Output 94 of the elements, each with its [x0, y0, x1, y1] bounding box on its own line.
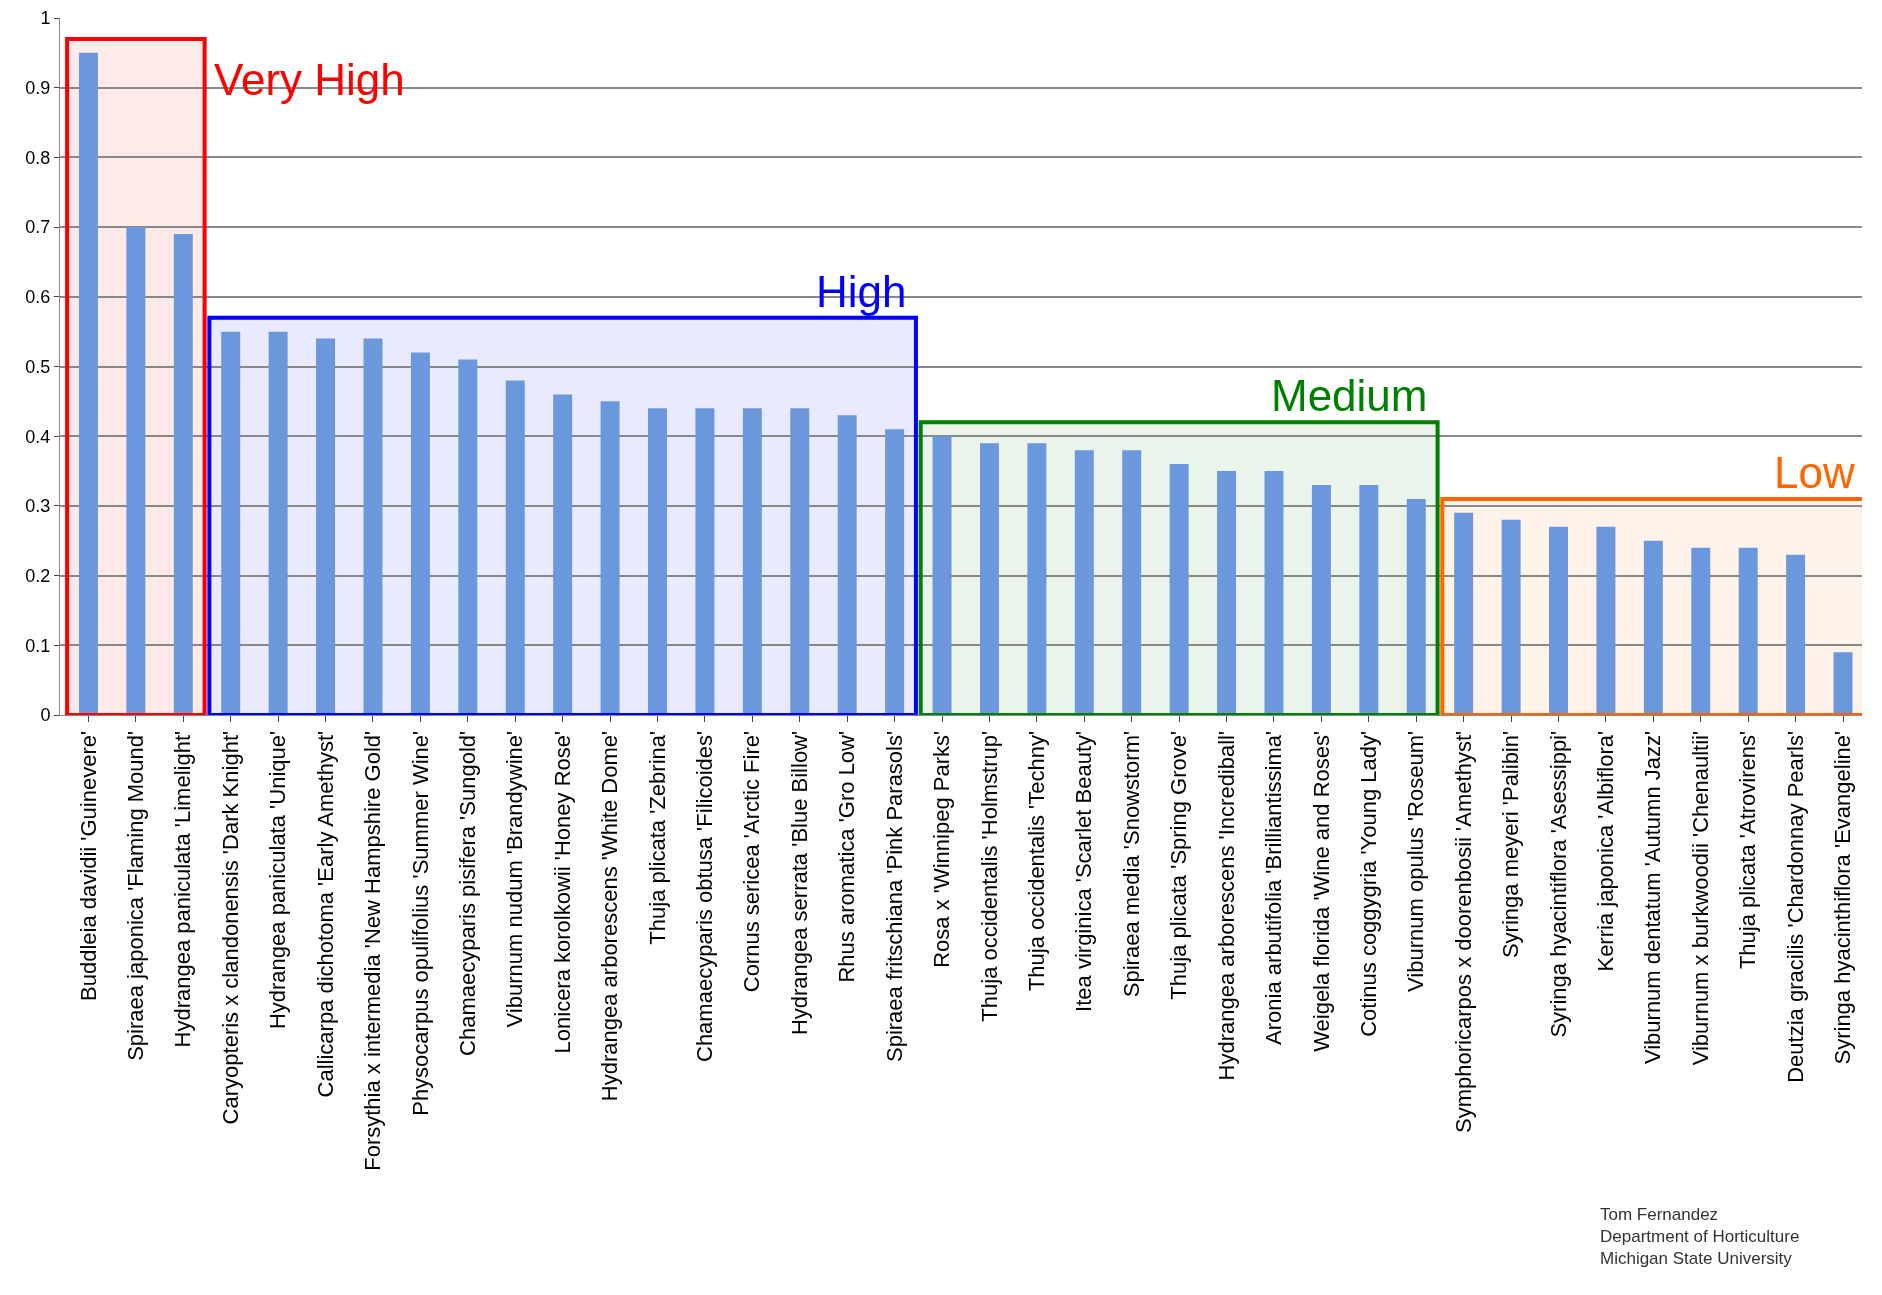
x-tick-label: Lonicera korolkowii 'Honey Rose' — [549, 730, 575, 1054]
bar — [790, 408, 810, 715]
x-tick-label: Physocarpus opulifolius 'Summer Wine' — [407, 730, 433, 1116]
x-tick-label: Hydrangea serrata 'Blue Billow' — [786, 730, 812, 1036]
bar — [1454, 512, 1474, 715]
bar — [1549, 526, 1568, 715]
x-tick-label: Aronia arbutifolia 'Brilliantissima' — [1261, 730, 1287, 1045]
x-tick-label: Hydrangea arborescens 'White Dome' — [597, 730, 623, 1102]
y-tick-label: 0.8 — [25, 147, 51, 168]
bar — [553, 394, 573, 715]
x-tick-label: Cornus sericea 'Arctic Fire' — [739, 730, 765, 993]
x-tick-label: Viburnum opulus 'Roseum' — [1403, 730, 1429, 992]
bar — [742, 408, 762, 715]
y-tick-label: 0.4 — [25, 426, 51, 447]
x-tick-label: Hydrangea arborescens 'Incrediball' — [1213, 730, 1239, 1081]
x-tick-label: Syringa meyeri 'Palibin' — [1498, 730, 1524, 959]
bar — [1501, 519, 1521, 715]
bar — [1691, 547, 1711, 715]
x-tick-label: Viburnum nudum 'Brandywine' — [502, 730, 528, 1028]
x-tick-label: Caryopteris x clandonensis 'Dark Knight' — [217, 730, 243, 1125]
bar — [1596, 526, 1616, 715]
bar — [695, 408, 715, 715]
x-tick-label: Syringa hyacinthiflora 'Evangeline' — [1830, 730, 1856, 1065]
y-tick-label: 0.5 — [25, 356, 51, 377]
x-tick-label: Cotinus coggygria 'Young Lady' — [1355, 730, 1381, 1037]
x-tick-label: Hydrangea paniculata 'Limelight' — [170, 730, 196, 1048]
x-tick-label: Weigela florida 'Wine and Roses' — [1308, 730, 1334, 1052]
x-tick-label: Viburnum x burkwoodii 'Chenaultii' — [1687, 730, 1713, 1066]
text: Department of Horticulture — [1600, 1227, 1800, 1246]
x-tick-label: Forsythia x intermedia 'New Hampshire Gold' — [360, 730, 386, 1171]
bar — [316, 338, 336, 715]
y-tick-label: 0.6 — [25, 287, 51, 308]
y-tick-label: 0.1 — [25, 635, 51, 656]
x-tick-label: Chamaecyparis pisifera 'Sungold' — [454, 730, 480, 1056]
x-tick-label: Itea virginica 'Scarlet Beauty' — [1071, 730, 1097, 1012]
bar — [1833, 652, 1853, 715]
x-tick-label: Symphoricarpos x doorenbosii 'Amethyst' — [1450, 730, 1476, 1133]
bar — [221, 331, 241, 715]
x-tick-label: Kerria japonica 'Albiflora' — [1593, 730, 1619, 972]
band-label: Low — [1774, 448, 1855, 497]
x-tick-label: Thuja occidentalis 'Holmstrup' — [976, 730, 1002, 1022]
bar — [1169, 464, 1189, 715]
band-label: Medium — [1271, 371, 1428, 420]
x-tick-label: Syringa hyacintiflora 'Asessippi' — [1545, 730, 1571, 1038]
x-tick-label: Callicarpa dichotoma 'Early Amethyst' — [312, 730, 338, 1098]
bar — [126, 227, 146, 715]
bar — [932, 436, 952, 715]
x-tick-label: Rosa x 'Winnipeg Parks' — [929, 730, 955, 968]
bar — [1786, 554, 1806, 715]
bar — [885, 429, 905, 715]
bar — [837, 415, 857, 715]
x-tick-label: Viburnum dentatum 'Autumn Jazz' — [1640, 730, 1666, 1065]
y-tick-label: 1 — [40, 8, 51, 29]
bar — [1217, 471, 1237, 715]
x-tick-label: Rhus aromatica 'Gro Low' — [834, 730, 860, 983]
x-tick-label: Thuja occidentalis 'Techny' — [1024, 730, 1050, 992]
bar — [1406, 498, 1426, 715]
y-tick-label: 0.7 — [25, 217, 51, 238]
x-tick-label: Spiraea media 'Snowstorm' — [1118, 730, 1144, 998]
x-tick-label: Buddleia davidii 'Guinevere' — [75, 730, 101, 1001]
bar — [1311, 484, 1331, 715]
y-tick-label: 0 — [40, 705, 51, 726]
bar — [1359, 484, 1379, 715]
x-tick-label: Chamaecyparis obtusa 'Filicoides' — [692, 730, 718, 1063]
band-label: Very High — [214, 55, 405, 104]
bar — [458, 359, 478, 715]
bar — [505, 380, 525, 715]
x-tick-label: Thuja plicata 'Spring Grove' — [1166, 730, 1192, 1000]
bar — [410, 352, 430, 715]
bar — [1264, 471, 1284, 715]
bar — [979, 443, 999, 715]
bar — [268, 331, 288, 715]
text: Michigan State University — [1600, 1249, 1793, 1268]
bar — [1122, 450, 1142, 715]
x-tick-label: Deutzia gracilis 'Chardonnay Pearls' — [1782, 730, 1808, 1083]
y-tick-label: 0.9 — [25, 78, 51, 98]
bar — [363, 338, 383, 715]
bar — [173, 234, 193, 715]
y-tick-label: 0.2 — [25, 565, 51, 586]
band-label: High — [816, 267, 907, 316]
y-tick-label: 0.3 — [25, 496, 51, 517]
bar — [1643, 540, 1663, 715]
bar — [78, 52, 98, 715]
x-tick-label: Hydrangea paniculata 'Unique' — [265, 730, 291, 1030]
bar — [600, 401, 620, 715]
text: Tom Fernandez — [1600, 1205, 1719, 1224]
x-tick-label: Spiraea japonica 'Flaming Mound' — [123, 730, 149, 1061]
bar — [1738, 547, 1758, 715]
x-tick-label: Thuja plicata 'Atrovirens' — [1735, 730, 1761, 970]
bar — [1027, 443, 1047, 715]
bar — [648, 408, 667, 715]
bar — [1074, 450, 1094, 715]
x-tick-label: Thuja plicata 'Zebrina' — [644, 730, 670, 945]
x-tick-label: Spiraea fritschiana 'Pink Parasols' — [881, 730, 907, 1063]
